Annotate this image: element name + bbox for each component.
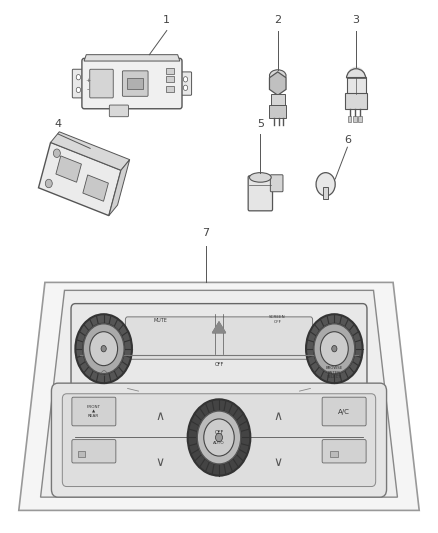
Text: FRONT
▲
REAR: FRONT ▲ REAR — [87, 405, 101, 418]
Bar — [166, 68, 174, 74]
FancyBboxPatch shape — [179, 72, 191, 95]
FancyBboxPatch shape — [322, 440, 366, 463]
FancyBboxPatch shape — [346, 77, 366, 94]
Circle shape — [45, 179, 52, 188]
FancyBboxPatch shape — [322, 397, 366, 426]
Bar — [166, 86, 174, 92]
Circle shape — [184, 77, 187, 82]
Bar — [78, 451, 85, 457]
Text: ∧: ∧ — [273, 410, 283, 423]
Ellipse shape — [269, 70, 286, 82]
Polygon shape — [269, 72, 286, 95]
Circle shape — [53, 149, 60, 157]
Circle shape — [314, 324, 355, 374]
Circle shape — [321, 332, 348, 366]
Polygon shape — [56, 156, 81, 182]
Text: ∨: ∨ — [155, 456, 165, 470]
FancyBboxPatch shape — [122, 71, 148, 96]
Circle shape — [90, 332, 117, 366]
FancyBboxPatch shape — [51, 383, 387, 497]
FancyBboxPatch shape — [82, 59, 182, 109]
Text: SCREEN
OFF: SCREEN OFF — [269, 315, 286, 324]
Bar — [348, 116, 351, 122]
Text: BROWSE
ENTER
SELECT: BROWSE ENTER SELECT — [326, 366, 343, 379]
FancyBboxPatch shape — [125, 317, 313, 359]
Text: 5: 5 — [257, 119, 264, 128]
Bar — [166, 76, 174, 82]
FancyBboxPatch shape — [248, 176, 272, 211]
Text: ∧: ∧ — [155, 410, 165, 423]
Polygon shape — [41, 290, 397, 497]
FancyBboxPatch shape — [345, 93, 367, 109]
FancyBboxPatch shape — [62, 394, 376, 487]
FancyBboxPatch shape — [269, 105, 286, 118]
FancyBboxPatch shape — [323, 188, 328, 199]
Bar — [353, 116, 357, 122]
Text: MUTE: MUTE — [154, 318, 167, 323]
Polygon shape — [109, 160, 130, 216]
Circle shape — [332, 345, 337, 352]
Text: A/C: A/C — [338, 408, 350, 415]
Text: 1: 1 — [163, 15, 170, 25]
FancyBboxPatch shape — [72, 397, 116, 426]
Circle shape — [83, 324, 124, 374]
Bar — [127, 78, 143, 89]
Text: 2: 2 — [274, 15, 281, 25]
Circle shape — [76, 75, 81, 80]
Text: 6: 6 — [344, 134, 351, 144]
Polygon shape — [51, 132, 130, 170]
Wedge shape — [346, 67, 366, 78]
Circle shape — [76, 87, 81, 93]
Text: +: + — [85, 78, 90, 84]
FancyBboxPatch shape — [271, 94, 285, 106]
FancyBboxPatch shape — [110, 105, 128, 117]
Text: 4: 4 — [54, 119, 61, 128]
Polygon shape — [39, 142, 121, 216]
Text: ○: ○ — [101, 369, 107, 376]
Polygon shape — [83, 175, 108, 201]
Ellipse shape — [250, 173, 271, 182]
Polygon shape — [212, 322, 226, 333]
Polygon shape — [19, 282, 419, 511]
Text: 3: 3 — [353, 15, 360, 25]
FancyBboxPatch shape — [72, 440, 116, 463]
Text: ∨: ∨ — [273, 456, 283, 470]
Circle shape — [215, 433, 223, 442]
Text: OFF: OFF — [214, 430, 224, 435]
Text: 7: 7 — [202, 229, 209, 238]
Circle shape — [184, 85, 187, 91]
Polygon shape — [84, 55, 180, 61]
Circle shape — [101, 345, 106, 352]
Bar — [358, 116, 362, 122]
FancyBboxPatch shape — [71, 304, 367, 394]
Circle shape — [316, 173, 335, 196]
Bar — [330, 451, 338, 457]
FancyBboxPatch shape — [72, 69, 85, 98]
Text: -: - — [86, 86, 89, 92]
Circle shape — [197, 411, 241, 464]
FancyBboxPatch shape — [90, 69, 113, 98]
FancyBboxPatch shape — [270, 175, 283, 192]
Circle shape — [204, 419, 234, 456]
Text: AUTO: AUTO — [213, 441, 225, 445]
Text: OFF: OFF — [214, 362, 224, 367]
